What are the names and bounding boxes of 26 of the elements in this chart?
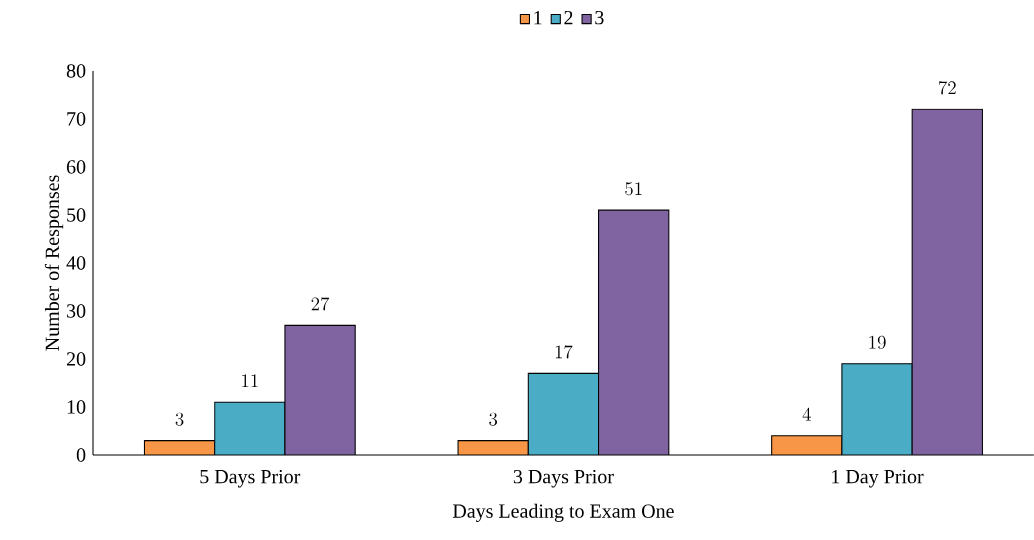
y-tick-label: 70 bbox=[67, 112, 86, 126]
legend-label: 1 bbox=[534, 10, 542, 25]
data-label: 11 bbox=[242, 374, 258, 387]
y-tick-label: 50 bbox=[67, 208, 86, 222]
data-label: 3 bbox=[489, 412, 498, 426]
data-label: 51 bbox=[625, 182, 642, 196]
data-label: 27 bbox=[311, 297, 330, 311]
y-tick-label: 80 bbox=[66, 64, 86, 78]
x-tick-label: 5 Days Prior bbox=[200, 469, 301, 488]
y-tick-label: 20 bbox=[66, 352, 86, 366]
data-label: 72 bbox=[938, 81, 956, 95]
data-label: 3 bbox=[175, 412, 184, 426]
data-label: 4 bbox=[802, 407, 811, 421]
data-label: 19 bbox=[869, 335, 886, 349]
y-tick-label: 60 bbox=[66, 160, 86, 174]
y-tick-label: 10 bbox=[67, 400, 86, 414]
y-axis-title: Number of Responses bbox=[44, 175, 64, 351]
data-label: 17 bbox=[555, 345, 573, 359]
y-tick-label: 0 bbox=[76, 448, 86, 462]
x-axis-title: Days Leading to Exam One bbox=[452, 503, 674, 522]
x-tick-label: 3 Days Prior bbox=[513, 469, 614, 488]
legend-label: 3 bbox=[595, 10, 604, 25]
x-tick-label: 1 Day Prior bbox=[832, 469, 924, 488]
y-tick-label: 40 bbox=[66, 256, 86, 270]
legend-label: 2 bbox=[564, 10, 573, 25]
y-tick-label: 30 bbox=[67, 304, 86, 318]
